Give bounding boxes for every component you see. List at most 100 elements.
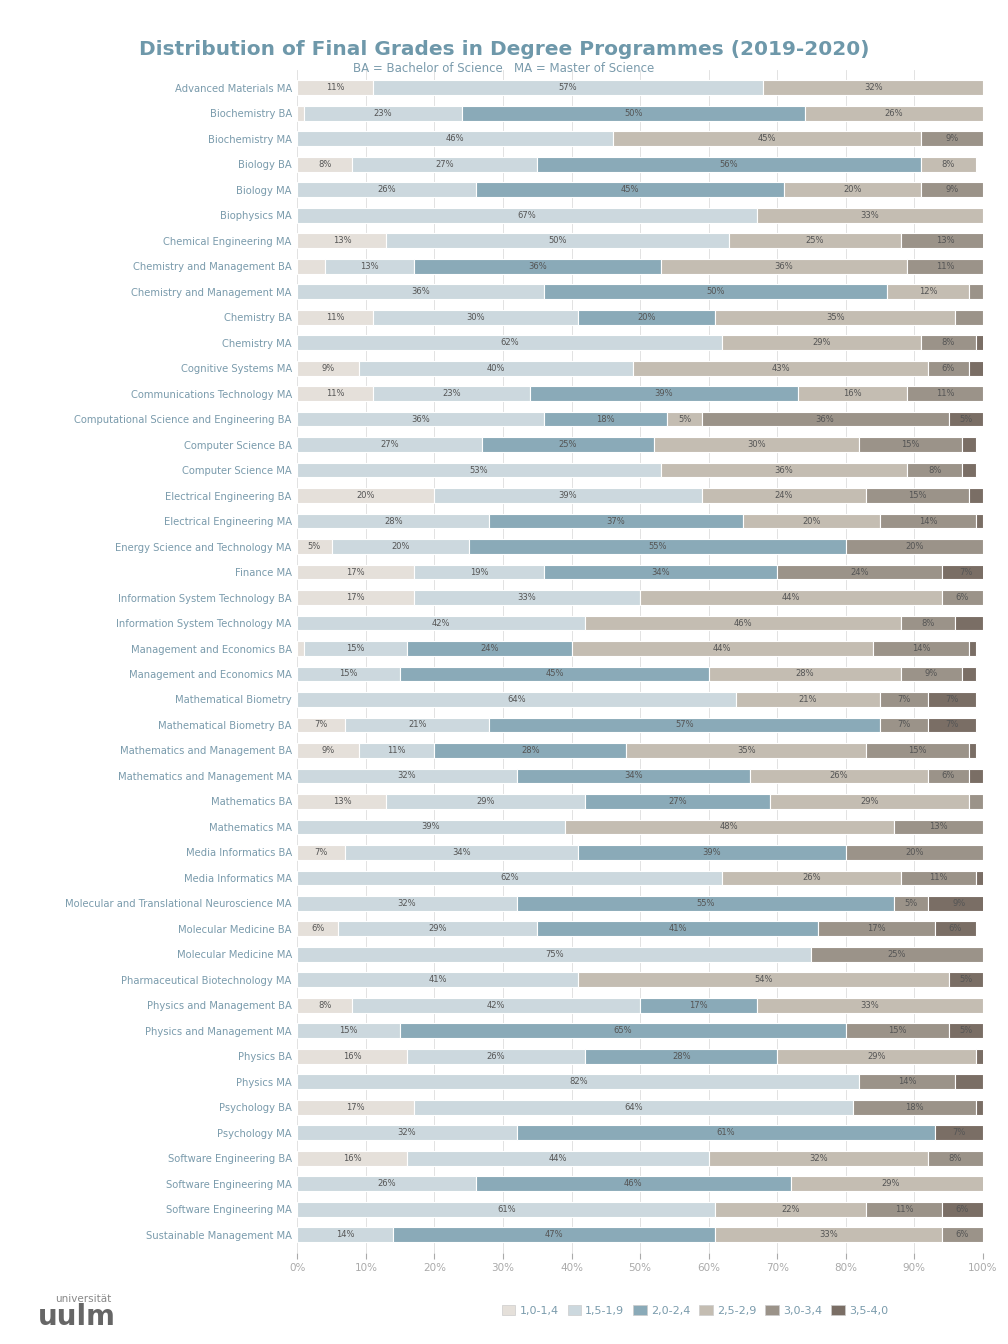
Text: 14%: 14% [898,1078,916,1086]
Text: 17%: 17% [689,1001,708,1009]
Bar [880,692,928,707]
Text: 75%: 75% [545,950,563,958]
Bar [941,590,983,605]
Bar [469,539,846,554]
Bar [407,641,572,656]
Bar [537,922,818,937]
Bar [660,462,907,477]
Text: 20%: 20% [905,542,923,551]
Bar [866,1202,941,1216]
Bar [921,157,976,172]
Text: 5%: 5% [959,414,973,423]
Text: 24%: 24% [775,491,793,500]
Bar [784,183,921,198]
Text: 5%: 5% [959,1027,973,1035]
Text: 12%: 12% [918,288,937,296]
Text: 26%: 26% [377,185,396,194]
Bar [489,718,880,732]
Bar [900,616,956,630]
Text: 44%: 44% [781,593,800,602]
Bar [716,309,956,324]
Text: 16%: 16% [343,1153,362,1163]
Bar [359,743,434,758]
Text: 21%: 21% [798,695,817,704]
Bar [297,513,489,528]
Bar [297,794,386,809]
Text: 55%: 55% [696,899,715,909]
Text: 11%: 11% [326,313,345,321]
Bar [386,234,729,249]
Bar [846,845,983,860]
Bar [716,1227,941,1242]
Text: 6%: 6% [956,1230,969,1239]
Text: 32%: 32% [864,83,882,93]
Bar [702,411,949,426]
Text: uulm: uulm [38,1302,116,1331]
Bar [969,641,976,656]
Bar [763,81,983,95]
Bar [297,1176,476,1191]
Bar [934,1125,983,1140]
Bar [414,259,660,274]
Bar [743,513,880,528]
Bar [297,285,544,300]
Text: 16%: 16% [844,390,862,398]
Bar [941,564,990,579]
Text: 18%: 18% [597,414,615,423]
Text: 41%: 41% [668,925,687,933]
Text: 36%: 36% [815,414,835,423]
Text: 65%: 65% [614,1027,632,1035]
Bar [297,743,359,758]
Text: 48%: 48% [720,823,739,832]
Bar [572,641,873,656]
Text: 28%: 28% [672,1052,690,1060]
Bar [297,692,736,707]
Text: 45%: 45% [758,134,776,144]
Bar [339,922,537,937]
Bar [709,1150,928,1165]
Text: 7%: 7% [897,720,910,730]
Text: 56%: 56% [720,160,739,169]
Text: 11%: 11% [326,83,345,93]
Text: 6%: 6% [956,593,969,602]
Bar [373,81,763,95]
Text: 7%: 7% [946,695,959,704]
Bar [956,309,983,324]
Bar [386,794,586,809]
Bar [736,692,880,707]
Bar [586,1048,777,1063]
Text: 9%: 9% [953,899,966,909]
Bar [304,641,407,656]
Bar [297,488,434,503]
Bar [297,1048,407,1063]
Text: 36%: 36% [774,465,793,474]
Bar [846,1024,949,1038]
Text: 20%: 20% [357,491,375,500]
Text: 40%: 40% [487,364,505,372]
Bar [757,999,983,1013]
Bar [928,692,976,707]
Bar [976,513,983,528]
Text: 34%: 34% [624,771,642,781]
Text: 82%: 82% [570,1078,588,1086]
Text: 9%: 9% [322,746,335,755]
Bar [750,769,928,784]
Text: 13%: 13% [929,823,948,832]
Bar [297,1099,414,1114]
Bar [434,488,702,503]
Bar [393,1227,716,1242]
Text: 9%: 9% [924,669,938,679]
Text: 57%: 57% [558,83,578,93]
Bar [544,285,887,300]
Text: 5%: 5% [678,414,691,423]
Bar [483,437,654,452]
Text: 21%: 21% [408,720,426,730]
Bar [969,285,983,300]
Bar [414,1099,853,1114]
Bar [297,360,359,375]
Text: 11%: 11% [895,1204,913,1214]
Text: 13%: 13% [935,237,955,245]
Text: 6%: 6% [956,1204,969,1214]
Bar [297,1150,407,1165]
Bar [976,871,990,886]
